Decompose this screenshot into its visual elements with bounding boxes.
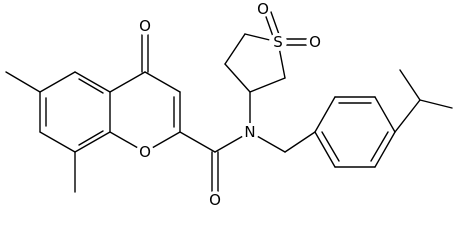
structure: O O N O S O O (5, 0, 453, 209)
atom-label: O (139, 143, 151, 161)
atom-label: O (309, 33, 321, 51)
atom-label: O (257, 0, 269, 18)
atom-label: N (244, 123, 255, 141)
atom-label: S (273, 33, 283, 51)
bonds (5, 11, 453, 193)
atom-label: O (139, 17, 151, 35)
atom-labels: O O N O S O O (136, 0, 324, 209)
atom-label: O (209, 191, 221, 209)
